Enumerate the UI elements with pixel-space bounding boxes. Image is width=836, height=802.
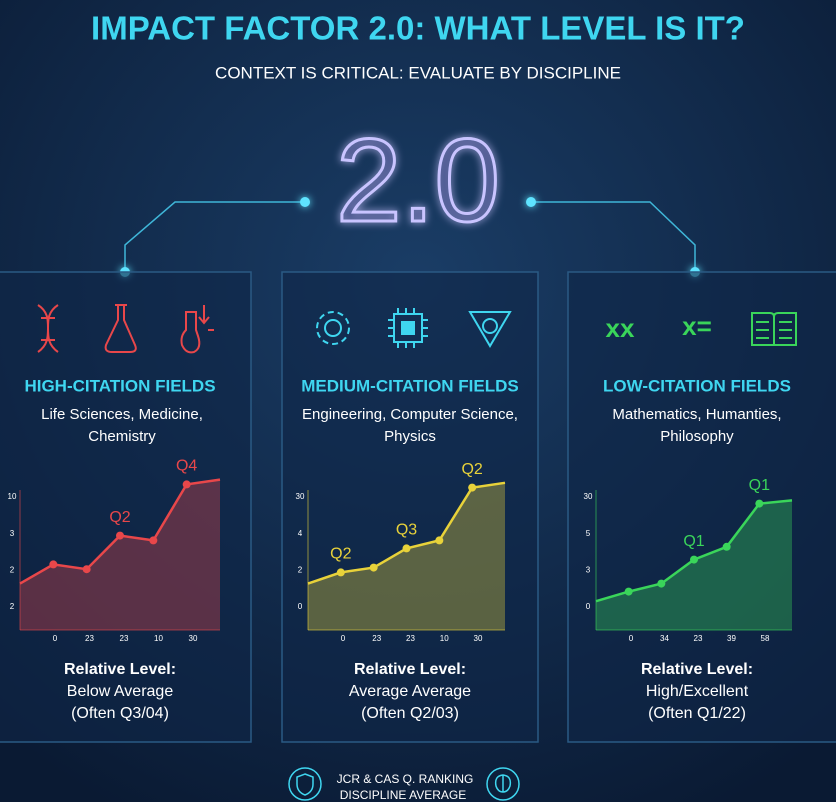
x-tick-label: 23 <box>406 634 415 643</box>
x-tick-label: 23 <box>372 634 381 643</box>
footer-text: JCR & CAS Q. RANKING <box>337 772 474 786</box>
point-label: Q2 <box>109 509 130 526</box>
x-tick-label: 23 <box>120 634 129 643</box>
point <box>336 568 345 577</box>
level-label: Relative Level: <box>64 661 176 678</box>
footer-text: DISCIPLINE AVERAGE <box>340 788 467 802</box>
icons-high <box>37 304 214 354</box>
y-tick-label: 2 <box>10 565 15 574</box>
point <box>149 536 158 545</box>
point-label: Q1 <box>749 477 770 494</box>
y-tick-label: 30 <box>584 492 593 501</box>
y-tick-label: 30 <box>296 492 305 501</box>
point <box>402 544 411 553</box>
level-value: Average Average <box>349 683 471 700</box>
point <box>657 579 666 588</box>
point <box>690 555 698 564</box>
panel-heading: LOW-CITATION FIELDS <box>603 376 791 395</box>
icons-medium <box>316 308 512 348</box>
point <box>624 587 633 596</box>
point-label: Q1 <box>683 533 704 550</box>
x-tick-label: 30 <box>189 634 198 643</box>
title: IMPACT FACTOR 2.0: WHAT LEVEL IS IT? <box>91 10 745 47</box>
panel-fields: Mathematics, Humanties, <box>612 406 781 423</box>
area <box>20 479 220 630</box>
icon-text: x= <box>682 311 712 341</box>
y-tick-label: 0 <box>586 602 591 611</box>
x-tick-label: 0 <box>53 634 58 643</box>
y-tick-label: 3 <box>586 565 591 574</box>
panel-heading: MEDIUM-CITATION FIELDS <box>301 376 519 395</box>
subtitle: CONTEXT IS CRITICAL: EVALUATE BY DISCIPL… <box>215 63 621 82</box>
x-tick-label: 30 <box>474 634 483 643</box>
point <box>82 565 91 574</box>
x-tick-label: 23 <box>85 634 94 643</box>
y-tick-label: 10 <box>8 492 17 501</box>
level-value: Below Average <box>67 683 174 700</box>
x-tick-label: 10 <box>154 634 163 643</box>
point-label: Q3 <box>396 522 417 539</box>
panel-fields: Engineering, Computer Science, <box>302 406 518 423</box>
level-note: (Often Q3/04) <box>71 705 169 722</box>
panel-heading: HIGH-CITATION FIELDS <box>24 376 215 395</box>
y-tick-label: 5 <box>586 529 591 538</box>
point <box>435 536 444 545</box>
panel-texts: HIGH-CITATION FIELDS Life Sciences, Medi… <box>24 376 790 722</box>
x-tick-label: 0 <box>629 634 634 643</box>
level-note: (Often Q2/03) <box>361 705 459 722</box>
x-tick-label: 0 <box>341 634 346 643</box>
y-tick-label: 4 <box>298 529 303 538</box>
point <box>722 542 731 551</box>
point-label: Q4 <box>176 458 197 475</box>
point-label: Q2 <box>461 461 482 478</box>
point <box>369 563 378 572</box>
footer-icons <box>288 767 520 801</box>
panel-fields: Philosophy <box>660 428 734 445</box>
point <box>116 531 124 540</box>
big-number: 2.0 <box>336 115 500 247</box>
icon-book <box>751 312 797 346</box>
point <box>182 480 191 489</box>
icon-text: xx <box>606 313 635 343</box>
point-label: Q2 <box>330 546 351 563</box>
point <box>755 499 764 508</box>
x-tick-label: 34 <box>660 634 669 643</box>
y-tick-label: 2 <box>298 565 303 574</box>
panel-fields: Chemistry <box>88 428 156 445</box>
y-tick-label: 2 <box>10 602 15 611</box>
area <box>308 482 505 630</box>
x-tick-label: 39 <box>727 634 736 643</box>
x-tick-label: 10 <box>440 634 449 643</box>
panel-frames <box>0 271 836 743</box>
level-label: Relative Level: <box>354 661 466 678</box>
level-value: High/Excellent <box>646 683 749 700</box>
point <box>49 560 58 569</box>
level-label: Relative Level: <box>641 661 753 678</box>
y-tick-label: 3 <box>10 529 15 538</box>
panel-fields: Life Sciences, Medicine, <box>41 406 203 423</box>
x-tick-label: 58 <box>761 634 770 643</box>
y-tick-label: 0 <box>298 602 303 611</box>
connectors <box>124 201 696 272</box>
panel-fields: Physics <box>384 428 436 445</box>
area <box>596 500 792 630</box>
level-note: (Often Q1/22) <box>648 705 746 722</box>
x-tick-label: 23 <box>694 634 703 643</box>
point <box>468 483 477 492</box>
